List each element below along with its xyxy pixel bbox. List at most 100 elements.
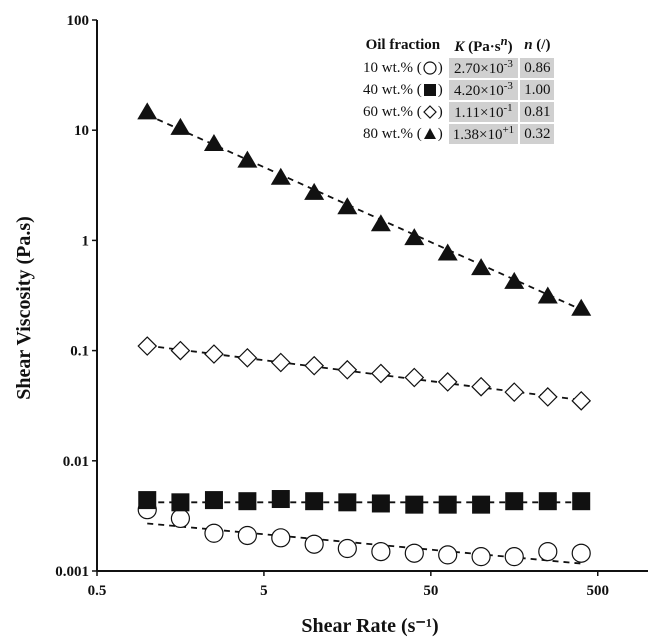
legend-marker-icon xyxy=(423,128,436,140)
data-point xyxy=(371,541,391,562)
data-point xyxy=(471,376,491,397)
data-point xyxy=(371,363,391,384)
data-point xyxy=(538,541,558,562)
legend-row: 60 wt.% () 1.11×10-1 0.81 xyxy=(359,102,555,122)
data-point xyxy=(471,258,492,276)
legend-k-exponent: -3 xyxy=(503,80,513,92)
x-tick-label: 5 xyxy=(260,583,268,599)
data-point xyxy=(271,490,290,509)
data-point xyxy=(237,525,257,546)
data-point xyxy=(304,182,325,200)
data-point xyxy=(505,492,524,511)
y-tick-label: 0.1 xyxy=(70,344,89,360)
legend-marker-icon xyxy=(423,84,436,97)
data-point xyxy=(437,243,458,261)
x-tick-label: 50 xyxy=(423,583,438,599)
data-point xyxy=(171,493,190,512)
data-point xyxy=(538,492,557,511)
legend-label: 40 wt.% () xyxy=(363,81,443,98)
data-point xyxy=(404,543,424,563)
legend-n-value: 0.86 xyxy=(520,58,555,78)
data-point xyxy=(404,228,425,246)
triangle-icon xyxy=(423,128,436,140)
y-tick-label: 1 xyxy=(82,233,90,249)
data-point xyxy=(371,494,390,513)
legend-k-value: 1.38×10+1 xyxy=(448,124,519,144)
data-point xyxy=(338,493,357,512)
data-point xyxy=(138,491,157,510)
square-icon xyxy=(423,84,436,97)
legend-header-k-exponent: n xyxy=(500,34,508,48)
legend-header-k: K (Pa·sn) xyxy=(449,34,518,56)
diamond-icon xyxy=(422,105,437,119)
legend-label: 10 wt.% () xyxy=(363,59,443,76)
data-point xyxy=(170,340,191,361)
data-point xyxy=(137,102,158,120)
data-point xyxy=(504,271,525,289)
data-point xyxy=(204,491,223,510)
legend-marker-icon xyxy=(422,105,437,119)
data-point xyxy=(405,495,424,514)
data-point xyxy=(404,367,425,388)
data-point xyxy=(304,534,324,554)
y-tick-label: 100 xyxy=(67,13,90,29)
data-point xyxy=(472,495,491,514)
x-axis-title: Shear Rate (s⁻¹) xyxy=(301,615,438,637)
legend-k-value: 4.20×10-3 xyxy=(448,80,519,100)
x-tick-label: 500 xyxy=(587,583,610,599)
data-point xyxy=(304,355,325,376)
y-axis-title: Shear Viscosity (Pa.s) xyxy=(13,216,35,400)
data-point xyxy=(271,528,291,548)
data-point xyxy=(203,133,224,151)
data-point xyxy=(504,547,524,567)
data-point xyxy=(571,298,592,316)
data-point xyxy=(270,352,291,373)
legend-header-k-unit: (Pa·sn) xyxy=(468,34,513,55)
data-point xyxy=(337,359,358,380)
data-point xyxy=(170,508,191,529)
legend-k-exponent: -1 xyxy=(503,102,513,114)
circle-icon xyxy=(423,61,437,75)
legend-body: 10 wt.% () 2.70×10-3 0.86 40 wt.% () 4.20×10… xyxy=(359,58,555,144)
legend-marker-icon xyxy=(423,61,437,75)
legend-n-value: 0.32 xyxy=(520,124,555,144)
data-point xyxy=(438,495,457,514)
data-point xyxy=(237,150,258,168)
legend-header-n: n (/) xyxy=(524,36,551,53)
data-point xyxy=(305,492,324,511)
legend-n-value: 0.81 xyxy=(520,102,555,122)
data-point xyxy=(537,387,558,407)
y-tick-label: 0.001 xyxy=(55,564,89,580)
data-point xyxy=(437,372,458,392)
data-points xyxy=(137,102,592,567)
data-point xyxy=(571,543,591,563)
legend-header-n-symbol: n xyxy=(524,36,533,53)
legend-k-value: 1.11×10-1 xyxy=(448,102,519,122)
legend-row: 40 wt.% () 4.20×10-3 1.00 xyxy=(359,80,555,100)
data-point xyxy=(337,538,357,559)
data-point xyxy=(204,344,224,364)
legend-row: 80 wt.% () 1.38×10+1 0.32 xyxy=(359,124,555,144)
data-point xyxy=(471,547,491,567)
data-point xyxy=(238,492,257,511)
data-point xyxy=(537,286,558,304)
legend-label: 60 wt.% () xyxy=(363,103,443,120)
data-point xyxy=(370,214,391,232)
data-point xyxy=(270,167,291,185)
data-point xyxy=(571,390,592,411)
legend-header-row: Oil fraction K (Pa·sn) n (/) xyxy=(359,34,554,56)
data-point xyxy=(237,347,258,368)
legend-row: 10 wt.% () 2.70×10-3 0.86 xyxy=(359,58,555,78)
data-point xyxy=(572,492,591,511)
legend-header-oil-fraction: Oil fraction xyxy=(365,36,441,53)
data-point xyxy=(504,382,525,402)
legend-table: Oil fraction K (Pa·sn) n (/) 10 wt.% () 2… xyxy=(357,32,556,146)
y-tick-label: 0.01 xyxy=(63,454,89,470)
legend-n-value: 1.00 xyxy=(520,80,555,100)
data-point xyxy=(204,523,224,543)
axes: 0.001 0.01 0.1 1 10 100 0.5 5 50 500 xyxy=(55,13,648,599)
data-point xyxy=(337,197,358,215)
legend-k-exponent: -3 xyxy=(503,58,513,70)
data-point xyxy=(438,545,458,565)
